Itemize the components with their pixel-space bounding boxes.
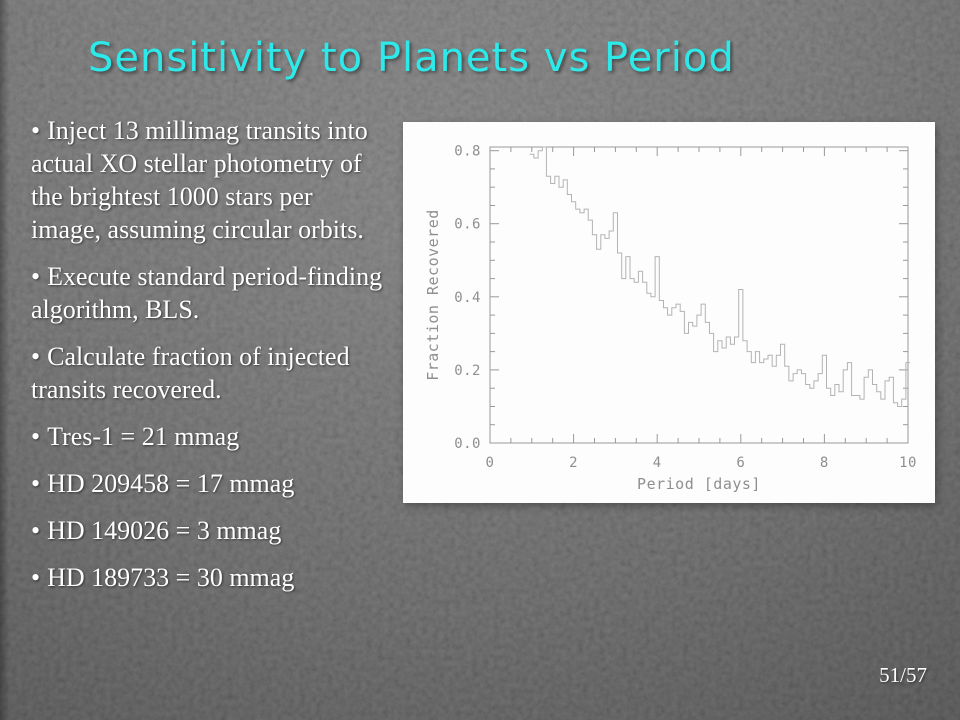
bullet-item: • HD 189733 = 30 mmag [31, 561, 419, 594]
bullet-item: • HD 209458 = 17 mmag [31, 467, 419, 500]
x-tick-label: 4 [653, 455, 662, 471]
bullet-line: image, assuming circular orbits. [31, 215, 364, 244]
chart-background [403, 122, 935, 503]
y-tick-label: 0.2 [454, 363, 481, 379]
bullet-icon: • [31, 469, 41, 498]
y-tick-label: 0.0 [454, 436, 481, 452]
x-tick-label: 0 [486, 455, 495, 471]
bullet-item: • Inject 13 millimag transits into actual … [31, 114, 419, 246]
bullet-icon: • [31, 262, 41, 291]
bullet-icon: • [31, 342, 41, 371]
chart-panel: 0.0 0.2 0.4 0.6 0.8 0 2 4 6 8 10 Period [days] Fract… [403, 122, 935, 503]
bullet-line: • Tres-1 = 21 mmag [31, 422, 240, 451]
bullet-item: • Execute standard period-finding algorith… [31, 260, 419, 326]
bullet-line: • Calculate fraction of injected [31, 342, 350, 371]
bullet-icon: • [31, 422, 41, 451]
y-tick-label: 0.8 [454, 144, 481, 160]
bullet-line: algorithm, BLS. [31, 295, 200, 324]
page-number: 51/57 [879, 663, 927, 687]
bullet-icon: • [31, 116, 41, 145]
y-axis-title: Fraction Recovered [424, 209, 442, 381]
bullet-line: • HD 209458 = 17 mmag [31, 469, 295, 498]
bullet-item: • Calculate fraction of injected transits … [31, 340, 419, 406]
recovery-curve [529, 146, 911, 407]
axis-labels: 0.0 0.2 0.4 0.6 0.8 0 2 4 6 8 10 Period [days] Fract… [424, 144, 917, 493]
y-tick-label: 0.4 [454, 290, 481, 306]
x-tick-label: 6 [736, 455, 745, 471]
bullet-icon: • [31, 516, 41, 545]
y-tick-label: 0.6 [454, 217, 481, 233]
x-tick-label: 2 [569, 455, 578, 471]
x-tick-label: 8 [820, 455, 829, 471]
bullet-line: • Inject 13 millimag transits into [31, 116, 368, 145]
bullet-line: • HD 189733 = 30 mmag [31, 563, 295, 592]
bullet-line: the brightest 1000 stars per [31, 182, 313, 211]
x-axis-title: Period [days] [637, 475, 761, 493]
bullet-list: • Inject 13 millimag transits into actual … [31, 114, 419, 608]
bullet-item: • Tres-1 = 21 mmag [31, 420, 419, 453]
bullet-line: actual XO stellar photometry of [31, 149, 362, 178]
bullet-line: • Execute standard period-finding [31, 262, 383, 291]
sensitivity-chart-svg: 0.0 0.2 0.4 0.6 0.8 0 2 4 6 8 10 Period [days] Fract… [403, 122, 935, 503]
bullet-icon: • [31, 563, 41, 592]
bullet-line: transits recovered. [31, 375, 222, 404]
bullet-line: • HD 149026 = 3 mmag [31, 516, 282, 545]
page-title: Sensitivity to Planets vs Period [88, 35, 735, 81]
x-tick-label: 10 [899, 455, 917, 471]
axis-box [489, 146, 909, 444]
bullet-item: • HD 149026 = 3 mmag [31, 514, 419, 547]
